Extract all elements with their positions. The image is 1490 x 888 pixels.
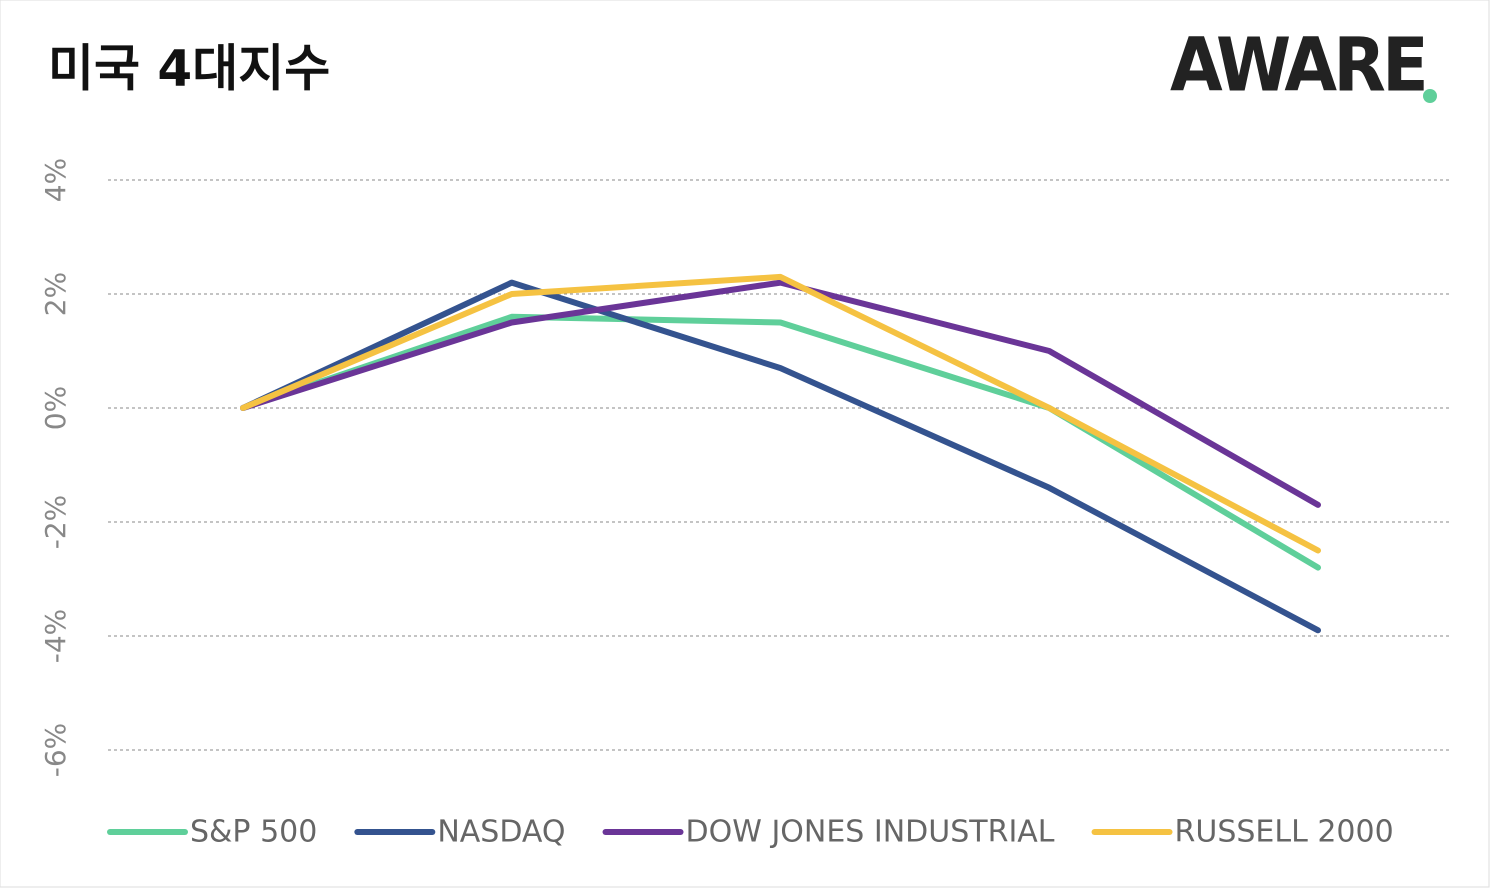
chart-title: 미국 4대지수 [48, 40, 330, 98]
logo-dot [1423, 89, 1437, 103]
logo: AWARE [1170, 23, 1425, 109]
series-line [240, 279, 1321, 634]
y-tick-label: -4% [39, 609, 72, 664]
series-line [240, 279, 1321, 508]
legend-label: DOW JONES INDUSTRIAL [686, 815, 1055, 850]
series-line [240, 313, 1321, 571]
y-tick-label: -6% [39, 723, 72, 778]
y-tick-label: 4% [39, 158, 72, 202]
y-tick-label: -2% [39, 495, 72, 550]
y-tick-label: 0% [39, 386, 72, 430]
y-tick-label: 2% [39, 272, 72, 316]
legend-label: S&P 500 [190, 815, 317, 850]
legend-label: NASDAQ [437, 815, 565, 850]
legend-label: RUSSELL 2000 [1175, 815, 1394, 850]
series-line [240, 273, 1321, 554]
